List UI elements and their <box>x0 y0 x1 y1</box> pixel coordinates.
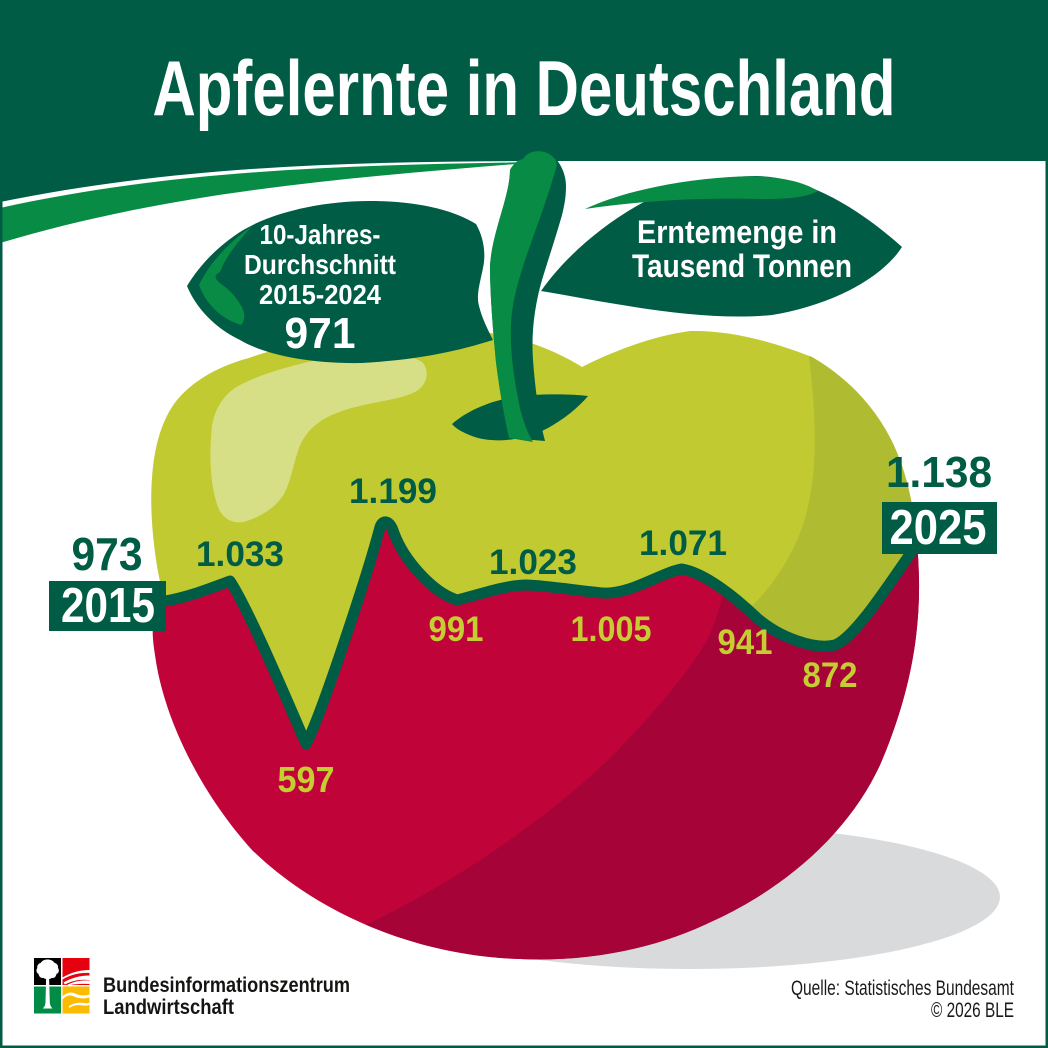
svg-text:1.033: 1.033 <box>196 535 284 574</box>
svg-text:1.071: 1.071 <box>639 524 727 563</box>
svg-text:Apfelernte in Deutschland: Apfelernte in Deutschland <box>153 44 896 132</box>
svg-text:2025: 2025 <box>890 501 987 555</box>
svg-text:2015: 2015 <box>61 579 155 633</box>
svg-text:Landwirtschaft: Landwirtschaft <box>103 995 234 1019</box>
svg-text:1.199: 1.199 <box>349 472 437 511</box>
svg-text:973: 973 <box>72 528 143 580</box>
svg-text:1.005: 1.005 <box>571 610 652 649</box>
svg-text:971: 971 <box>285 309 356 358</box>
svg-text:Durchschnitt: Durchschnitt <box>244 249 396 280</box>
svg-text:2015-2024: 2015-2024 <box>259 279 381 310</box>
svg-text:10-Jahres-: 10-Jahres- <box>260 219 381 250</box>
svg-text:1.138: 1.138 <box>886 448 992 497</box>
svg-text:Quelle: Statistisches Bundesam: Quelle: Statistisches Bundesamt <box>791 977 1014 1000</box>
svg-text:941: 941 <box>718 623 773 662</box>
svg-text:1.023: 1.023 <box>489 543 577 582</box>
svg-text:Erntemenge in: Erntemenge in <box>637 214 837 250</box>
svg-text:© 2026 BLE: © 2026 BLE <box>931 999 1014 1022</box>
svg-text:991: 991 <box>429 610 484 649</box>
svg-text:872: 872 <box>803 656 858 695</box>
svg-text:597: 597 <box>278 759 335 800</box>
svg-text:Tausend Tonnen: Tausend Tonnen <box>632 248 852 284</box>
svg-text:Bundesinformationszentrum: Bundesinformationszentrum <box>103 973 350 997</box>
